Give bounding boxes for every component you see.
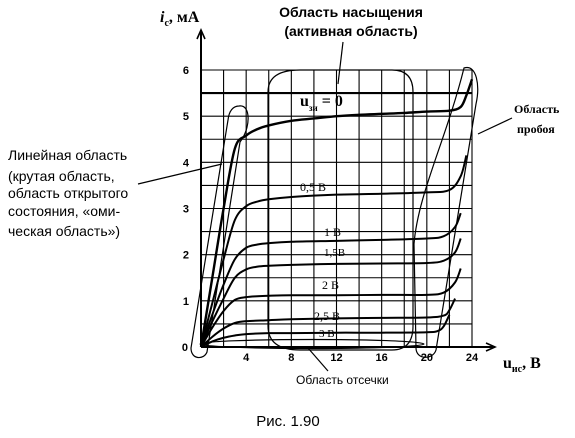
x-tick-label: 8 (288, 352, 294, 364)
curve-label-2: 2 В (322, 278, 339, 292)
y-tick-label: 1 (183, 296, 189, 308)
linear-region-annotation: Линейная область (крутая область, област… (8, 147, 128, 239)
y-tick-label: 3 (183, 204, 189, 216)
x-tick-label: 20 (421, 352, 433, 364)
svg-text:пробоя: пробоя (517, 122, 555, 136)
curve-label-0: uзи = 0 (300, 93, 343, 113)
y-tick-label: 4 (183, 157, 190, 169)
saturation-region-outline (267, 69, 414, 351)
x-axis-label: uис, В (503, 355, 541, 375)
x-tick-label: 4 (243, 352, 250, 364)
y-axis-arrow (196, 28, 206, 40)
breakdown-region-pointer (477, 117, 513, 135)
chart-title: Область насыщения (279, 4, 423, 20)
breakdown-region-outline (413, 67, 479, 358)
curve-label-2.5: 2,5 В (314, 309, 340, 323)
cutoff-region-pointer (307, 347, 329, 372)
chart-subtitle: (активная область) (284, 23, 417, 39)
origin-label: 0 (182, 342, 188, 354)
series-curve-0,5 (200, 155, 468, 348)
series-curve-2,5 (200, 298, 456, 348)
x-tick-label: 24 (466, 352, 479, 364)
figure-caption: Рис. 1.90 (256, 413, 319, 430)
svg-text:ческая область»): ческая область») (8, 223, 120, 239)
cutoff-region-outline (199, 338, 425, 350)
y-tick-label: 5 (183, 111, 189, 123)
y-axis-label: iс, мА (160, 9, 200, 29)
series-curve-0 (199, 78, 474, 348)
svg-text:область открытого: область открытого (8, 185, 128, 201)
region-outlines (190, 67, 479, 359)
curve-label-3: 3 В (319, 328, 335, 340)
cutoff-region-annotation: Область отсечки (296, 373, 389, 387)
series-curve-1 (200, 212, 462, 348)
curve-label-1.5: 1,5В (324, 247, 345, 259)
x-tick-label: 12 (330, 352, 342, 364)
x-axis-arrow (485, 342, 497, 352)
series-curve-1,5 (200, 238, 462, 348)
title-pointer (337, 41, 344, 85)
series-curve-2 (200, 268, 462, 348)
svg-text:Линейная область: Линейная область (8, 147, 127, 163)
y-tick-label: 2 (183, 250, 189, 262)
breakdown-region-annotation: Область пробоя (514, 102, 560, 136)
series-curve-3 (200, 314, 451, 348)
curve-label-0.5: 0,5 В (300, 180, 326, 194)
y-tick-label: 6 (183, 65, 189, 77)
curve-label-1: 1 В (324, 225, 341, 239)
curves (199, 78, 474, 348)
svg-text:(крутая область,: (крутая область, (8, 168, 115, 184)
linear-region-outline (190, 105, 249, 359)
svg-text:Область: Область (514, 102, 560, 116)
svg-text:состояния, «оми-: состояния, «оми- (8, 203, 120, 219)
linear-region-pointer (137, 163, 223, 185)
x-tick-label: 16 (376, 352, 388, 364)
